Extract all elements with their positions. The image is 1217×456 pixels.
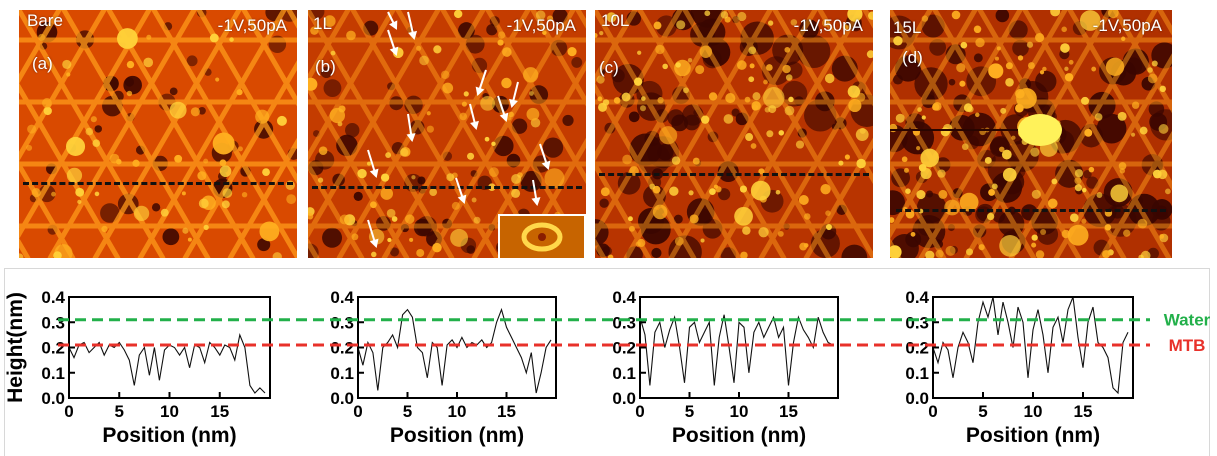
x-tick-label: 10	[1024, 402, 1043, 421]
line-profile-marker	[599, 173, 869, 176]
arrowhead-icon	[389, 20, 398, 30]
x-tick-label: 10	[730, 402, 749, 421]
panel-letter: (d)	[902, 48, 923, 67]
x-tick-label: 0	[64, 402, 73, 421]
height-profile-series	[639, 314, 834, 386]
panel-coverage-label: Bare	[27, 11, 63, 30]
x-axis-label: Position (nm)	[966, 424, 1100, 447]
adsorbate-arrows	[367, 11, 551, 248]
line-profile-marker	[896, 209, 1166, 212]
y-tick-label: 0.4	[612, 288, 636, 307]
x-tick-label: 10	[448, 402, 467, 421]
panel-coverage-label: 10L	[601, 11, 630, 30]
molecule-inset-image	[498, 214, 586, 258]
x-tick-label: 15	[779, 402, 798, 421]
x-tick-label: 15	[210, 402, 229, 421]
panel-coverage-label: 15L	[893, 18, 922, 37]
y-tick-label: 0.1	[330, 364, 354, 383]
panel-letter: (a)	[32, 54, 53, 73]
stm-texture	[19, 10, 297, 258]
profile-plots-frame	[4, 268, 1210, 456]
y-tick-label: 0.4	[41, 288, 65, 307]
arrowhead-icon	[509, 98, 518, 109]
plot-axes-box	[68, 296, 271, 399]
stm-texture	[595, 10, 873, 258]
arrowhead-icon	[369, 238, 379, 248]
y-tick-label: 0.2	[612, 339, 636, 358]
height-profile-chart: 0.0 0.1 0.2 0.3 0.4 0 5 10 15 Position (nm)	[330, 288, 557, 447]
y-tick-label: 0.0	[612, 389, 636, 408]
y-tick-label: 0.1	[905, 364, 929, 383]
arrowhead-icon	[408, 30, 418, 41]
panel-letter: (c)	[599, 58, 619, 77]
arrowhead-icon	[389, 46, 399, 56]
arrowhead-icon	[470, 120, 479, 131]
y-tick-label: 0.0	[330, 389, 354, 408]
arrowhead-icon	[499, 112, 509, 122]
arrowhead-icon	[369, 168, 379, 178]
tunneling-parameters: -1V,50pA	[793, 16, 863, 35]
stm-image-bare: Bare (a) -1V,50pA	[19, 10, 297, 258]
height-profile-series	[68, 332, 266, 394]
arrowhead-icon	[531, 197, 541, 207]
y-tick-label: 0.0	[905, 389, 929, 408]
stm-texture	[890, 10, 1172, 258]
arrowhead-icon	[406, 133, 416, 143]
panel-coverage-label: 1L	[313, 14, 332, 33]
x-tick-label: 5	[685, 402, 694, 421]
arrowhead-icon	[457, 194, 467, 204]
height-profile-series	[357, 307, 552, 394]
x-tick-label: 15	[1074, 402, 1093, 421]
line-profile-marker	[312, 186, 582, 189]
height-profile-chart: 0.0 0.1 0.2 0.3 0.4 0 5 10 15 Position (nm)	[612, 288, 839, 447]
panel-letter: (b)	[315, 57, 336, 76]
arrowhead-icon	[475, 86, 485, 96]
x-tick-label: 5	[978, 402, 987, 421]
stm-image-15l: 15L (d) -1V,50pA	[890, 10, 1172, 258]
y-tick-label: 0.3	[905, 313, 929, 332]
y-tick-label: 0.2	[905, 339, 929, 358]
mtb-level-label: MTB	[1169, 336, 1206, 355]
line-profile-marker	[23, 182, 293, 185]
height-profile-chart: 0.0 0.1 0.2 0.3 0.4 0 5 10 15 Position (nm)	[905, 288, 1134, 447]
tunneling-parameters: -1V,50pA	[1092, 16, 1162, 35]
molecule-inset-texture	[521, 222, 563, 252]
tunneling-parameters: -1V,50pA	[506, 16, 576, 35]
y-tick-label: 0.3	[41, 313, 65, 332]
y-tick-label: 0.2	[330, 339, 354, 358]
x-tick-label: 10	[160, 402, 179, 421]
height-profile-chart: 0.0 0.1 0.2 0.3 0.4 0 5 10 15 Position (nm) Height…	[4, 288, 271, 447]
height-profile-plots: 0.0 0.1 0.2 0.3 0.4 0 5 10 15 Position (nm) Height…	[4, 288, 1211, 447]
arrowhead-icon	[541, 160, 551, 170]
x-axis-label: Position (nm)	[390, 424, 524, 447]
y-tick-label: 0.3	[612, 313, 636, 332]
x-tick-label: 0	[928, 402, 937, 421]
stm-image-10l: 10L (c) -1V,50pA	[595, 10, 873, 258]
x-tick-label: 15	[497, 402, 516, 421]
y-tick-label: 0.1	[612, 364, 636, 383]
stm-image-1l: 1L (b) -1V,50pA	[308, 10, 586, 258]
x-axis-label: Position (nm)	[672, 424, 806, 447]
plot-axes-box	[639, 296, 839, 399]
x-tick-label: 5	[403, 402, 412, 421]
height-profile-series	[932, 296, 1129, 395]
y-tick-label: 0.0	[41, 389, 65, 408]
tunneling-parameters: -1V,50pA	[217, 16, 287, 35]
y-tick-label: 0.1	[41, 364, 65, 383]
x-tick-label: 0	[353, 402, 362, 421]
y-tick-label: 0.4	[330, 288, 354, 307]
y-tick-label: 0.2	[41, 339, 65, 358]
x-axis-label: Position (nm)	[102, 424, 236, 447]
x-tick-label: 0	[635, 402, 644, 421]
y-tick-label: 0.3	[330, 313, 354, 332]
water-level-label: Water	[1164, 311, 1211, 330]
y-axis-label: Height(nm)	[4, 292, 27, 403]
y-tick-label: 0.4	[905, 288, 929, 307]
x-tick-label: 5	[115, 402, 124, 421]
